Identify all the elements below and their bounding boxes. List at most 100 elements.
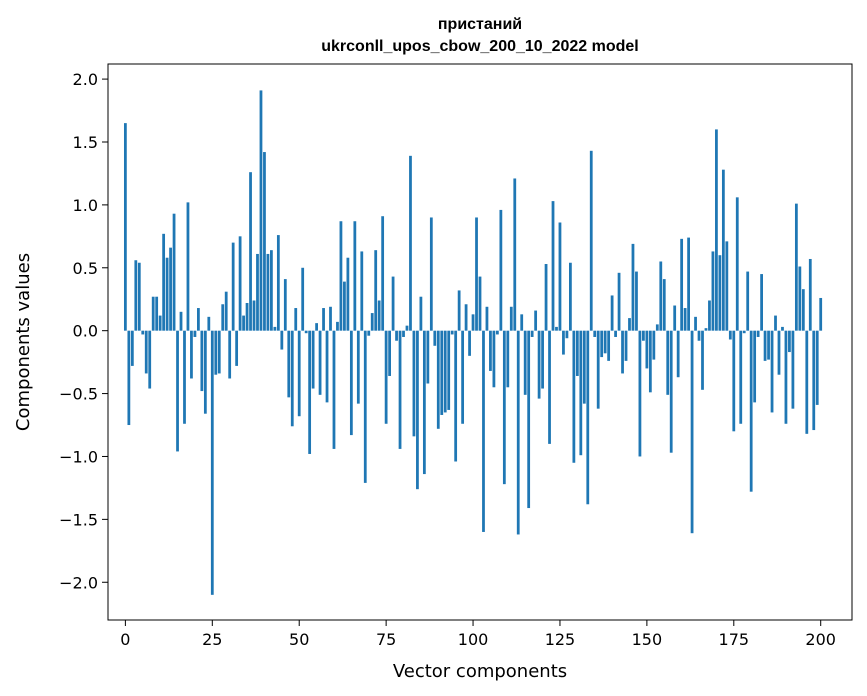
x-tick-label: 125 <box>545 630 576 649</box>
bar <box>137 262 141 331</box>
bar <box>708 300 711 331</box>
bar <box>537 330 541 399</box>
bar <box>190 330 193 379</box>
bar <box>607 330 611 361</box>
bar <box>516 330 520 535</box>
bar <box>530 330 534 337</box>
bar <box>256 253 259 331</box>
bar <box>805 330 809 434</box>
bar <box>638 330 642 457</box>
bar <box>725 241 729 331</box>
x-tick-label: 150 <box>632 630 663 649</box>
bar <box>377 300 381 331</box>
bar <box>718 255 722 331</box>
bar <box>207 316 211 331</box>
bar <box>701 330 704 390</box>
x-tick-label: 75 <box>376 630 396 649</box>
bar <box>777 330 781 375</box>
bar <box>728 330 732 340</box>
bar <box>798 266 802 331</box>
bar <box>332 330 336 449</box>
bar <box>694 316 697 331</box>
bar <box>676 330 680 378</box>
bar <box>221 304 225 331</box>
bar <box>495 330 499 335</box>
bar <box>652 330 656 360</box>
bar <box>575 330 579 376</box>
bar <box>673 305 677 331</box>
x-tick-label: 0 <box>120 630 130 649</box>
bar <box>329 306 332 331</box>
bar <box>562 330 565 355</box>
bar <box>259 90 263 331</box>
bar <box>534 310 538 331</box>
bar <box>252 300 256 331</box>
bar <box>426 330 430 384</box>
bars-group <box>123 90 823 595</box>
bar <box>280 330 284 350</box>
bar <box>520 314 524 331</box>
bar <box>527 330 531 509</box>
bar <box>141 330 145 335</box>
bar <box>266 253 270 331</box>
bar <box>812 330 816 431</box>
bar <box>742 330 746 334</box>
chart-title-line1: пристаний <box>438 16 522 33</box>
x-axis-label: Vector components <box>393 661 567 682</box>
bar <box>569 262 572 331</box>
bar <box>123 123 127 331</box>
x-tick-label: 200 <box>805 630 836 649</box>
bar <box>409 155 412 331</box>
bar <box>485 306 489 331</box>
bar <box>461 330 465 424</box>
chart-title-line2: ukrconll_upos_cbow_200_10_2022 model <box>321 38 638 55</box>
bar <box>193 330 197 337</box>
bar <box>235 330 239 366</box>
bar <box>210 330 214 595</box>
bar <box>628 318 631 331</box>
bar <box>151 296 155 331</box>
bar <box>130 330 134 366</box>
bar <box>203 330 207 414</box>
bar <box>186 202 190 331</box>
bar <box>767 330 770 360</box>
x-tick-label: 100 <box>458 630 489 649</box>
bar <box>169 247 172 331</box>
y-tick-label: −0.5 <box>59 385 98 404</box>
bar <box>454 330 458 462</box>
x-tick-label: 25 <box>202 630 222 649</box>
bar <box>774 315 777 331</box>
bar <box>158 315 162 331</box>
bar <box>603 330 607 354</box>
y-axis-ticks: 2.0 1.5 1.0 0.5 0.0 −0.5 −1.0 −1.5 −2.0 <box>59 70 108 592</box>
bar <box>739 330 743 424</box>
bar <box>541 330 544 389</box>
bar <box>788 330 791 353</box>
bar <box>596 330 600 409</box>
bar <box>301 267 305 331</box>
bar <box>325 330 329 403</box>
bar <box>687 237 690 331</box>
bar <box>586 330 590 505</box>
bar <box>760 274 763 331</box>
bar <box>183 330 186 424</box>
bar <box>579 330 583 456</box>
x-axis-ticks: 0 25 50 75 100 125 150 175 200 <box>120 620 836 649</box>
bar <box>502 330 506 485</box>
bar <box>336 321 339 331</box>
y-tick-label: 1.0 <box>73 196 98 215</box>
bar <box>395 330 398 341</box>
bar <box>551 201 555 331</box>
bar <box>443 330 447 413</box>
bar <box>815 330 819 405</box>
bar <box>370 313 374 331</box>
bar <box>697 330 701 341</box>
bar <box>374 250 378 331</box>
bar <box>624 330 628 361</box>
bar <box>457 290 461 331</box>
x-tick-label: 175 <box>719 630 750 649</box>
y-tick-label: −2.0 <box>59 573 98 592</box>
bar <box>791 330 795 409</box>
bar <box>318 330 322 395</box>
